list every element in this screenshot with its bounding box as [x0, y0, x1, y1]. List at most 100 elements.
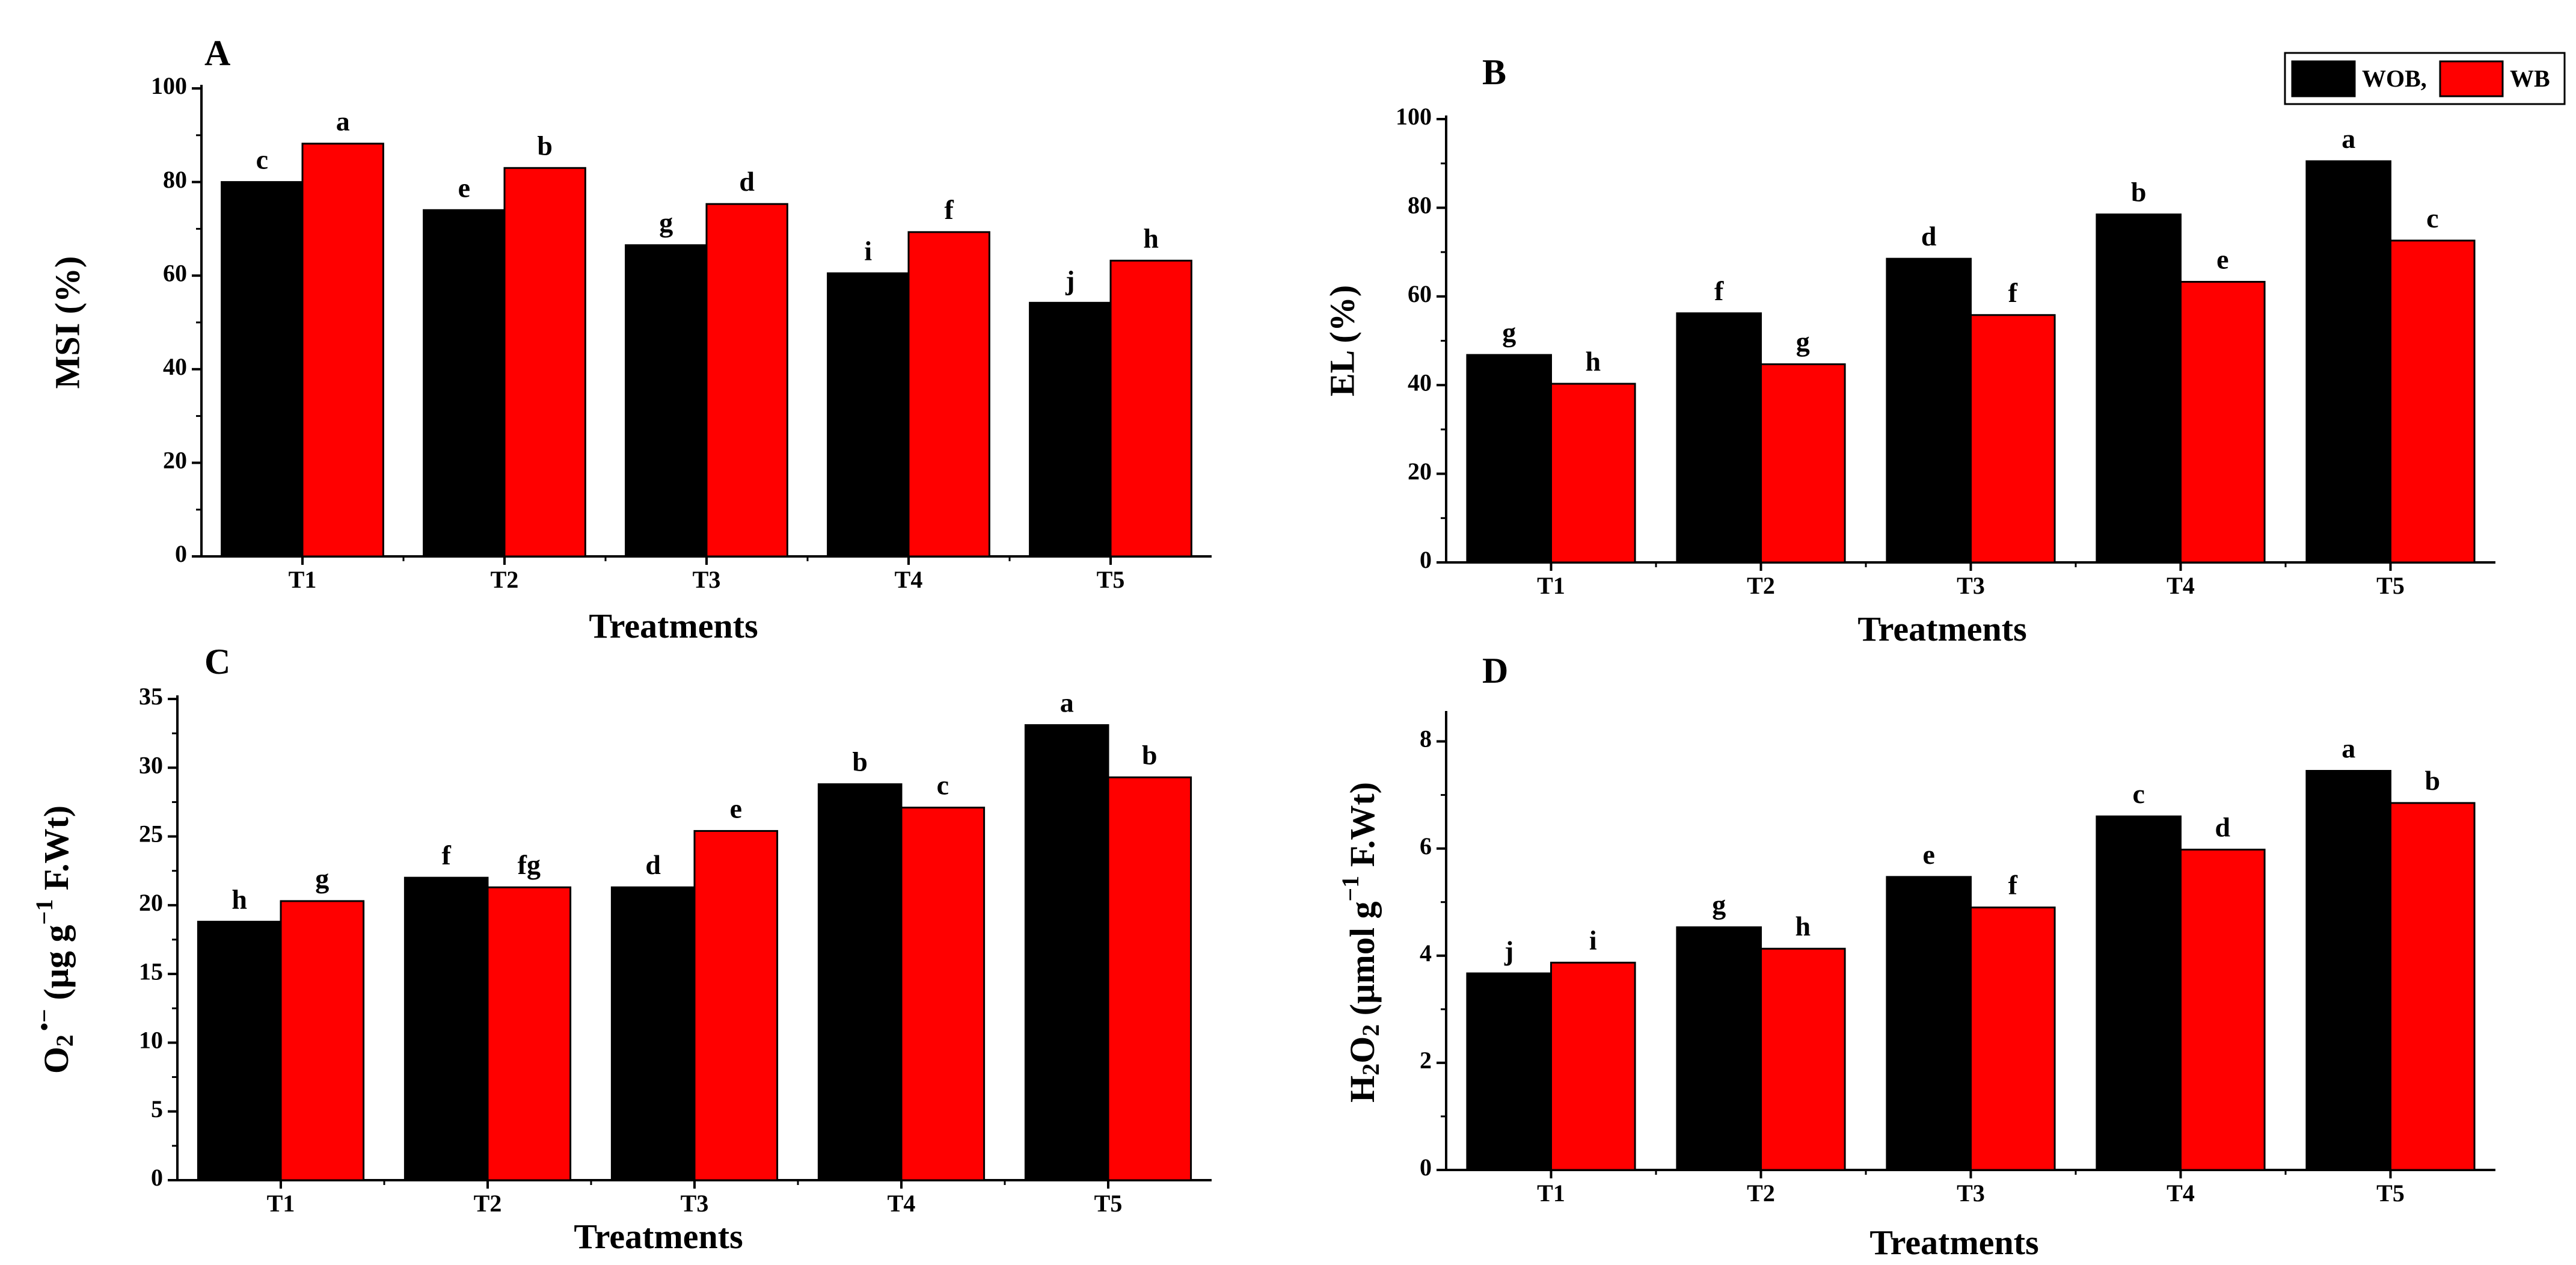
y-tick-label: 40 [163, 353, 187, 380]
bar-wob-t1 [1466, 972, 1552, 1171]
x-tick-label-t5: T5 [2376, 572, 2405, 599]
significance-label: c [2132, 778, 2144, 809]
bar-wb-t1 [1550, 383, 1636, 564]
significance-label: b [1142, 739, 1158, 770]
y-tick-label: 0 [1420, 546, 1432, 573]
bar-wob-t3 [610, 886, 696, 1181]
bar-wob-t3 [1886, 257, 1972, 564]
x-tick-label-t2: T2 [1747, 572, 1775, 599]
bar-wb-t3 [1970, 906, 2056, 1171]
y-tick-label: 8 [1420, 725, 1432, 753]
panel-A: 0 20 40 60 80 100 T1 c a T2 e b T3 g d T4 i f T5 j h A Treatme… [48, 33, 1212, 645]
x-tick-label-t3: T3 [681, 1190, 709, 1217]
significance-label: g [315, 863, 329, 894]
significance-label: c [256, 144, 268, 175]
significance-label: d [2215, 811, 2231, 842]
x-tick-label-t5: T5 [2376, 1180, 2405, 1207]
bar-wob-t5 [1024, 724, 1109, 1181]
y-axis-title: EL (%) [1322, 285, 1361, 396]
significance-label: e [1922, 839, 1934, 870]
bar-wb-t5 [1109, 259, 1192, 558]
legend-swatch-wb [2439, 60, 2504, 97]
bar-wb-t3 [693, 829, 779, 1181]
x-axis-title: Treatments [574, 1217, 743, 1256]
x-tick-label-t4: T4 [2167, 1180, 2195, 1207]
significance-label: j [1504, 935, 1513, 966]
y-axis-title: H2O2 (µmol g−1 F.Wt) [1337, 782, 1384, 1103]
x-tick-label-t4: T4 [895, 566, 923, 593]
significance-label: d [645, 849, 661, 880]
significance-label: b [537, 130, 553, 161]
y-tick-label: 40 [1408, 369, 1432, 396]
bar-wb-t4 [2180, 280, 2266, 564]
significance-label: e [2216, 244, 2228, 274]
y-tick-label: 20 [1408, 458, 1432, 485]
bar-wob-t5 [2305, 160, 2391, 564]
x-tick-label-t1: T1 [1537, 572, 1565, 599]
significance-label: f [2008, 277, 2018, 308]
bar-wb-t1 [301, 143, 384, 558]
significance-label: f [1714, 275, 1724, 306]
significance-label: g [1712, 890, 1726, 920]
bar-wob-t4 [2096, 213, 2182, 564]
bar-wb-t2 [486, 886, 572, 1181]
significance-label: h [1586, 346, 1601, 377]
significance-label: b [2131, 176, 2147, 207]
y-tick-label: 4 [1420, 940, 1432, 967]
x-axis-title: Treatments [1857, 609, 2026, 648]
x-tick-label-t1: T1 [1537, 1180, 1565, 1207]
bar-wob-t4 [2096, 815, 2182, 1171]
x-tick-label-t5: T5 [1094, 1190, 1123, 1217]
bar-wob-t5 [1029, 301, 1112, 558]
x-tick-label-t3: T3 [1957, 572, 1985, 599]
legend-swatch-wob [2291, 60, 2356, 97]
significance-label: g [659, 208, 673, 238]
legend: WOB, WB [2284, 52, 2566, 105]
x-tick-label-t2: T2 [1747, 1180, 1775, 1207]
significance-label: i [864, 235, 872, 266]
bar-wb-t1 [1550, 961, 1636, 1171]
significance-label: c [2426, 203, 2438, 233]
y-tick-label: 6 [1420, 833, 1432, 860]
x-tick-label-t2: T2 [474, 1190, 502, 1217]
legend-label-wob: WOB, [2362, 65, 2427, 92]
bar-wb-t2 [503, 167, 586, 558]
bar-wob-t2 [403, 876, 489, 1181]
significance-label: fg [518, 849, 541, 880]
bar-wob-t4 [817, 783, 903, 1181]
panel-B: 0 20 40 60 80 100 T1 g h T2 f g T3 d f T4 b e T5 a c B Treatme… [1322, 52, 2495, 648]
significance-label: d [1921, 221, 1937, 251]
bar-wb-t4 [2180, 848, 2266, 1171]
bar-wb-t4 [900, 807, 986, 1181]
y-axis-title: MSI (%) [48, 256, 87, 389]
significance-label: g [1502, 317, 1516, 348]
significance-label: f [945, 194, 954, 225]
bar-wob-t2 [423, 209, 506, 558]
y-tick-label: 60 [163, 259, 187, 286]
bar-wb-t1 [280, 900, 365, 1181]
significance-label: d [739, 166, 755, 197]
panel-label-d: D [1482, 651, 1508, 691]
bar-wb-t3 [1970, 314, 2056, 564]
panel-D: 0 2 4 6 8 T1 j i T2 g h T3 e f T4 c d T5 a b D Treatments H2O2… [1337, 651, 2495, 1262]
bar-wb-t5 [2390, 239, 2476, 564]
y-tick-label: 5 [151, 1095, 163, 1122]
bar-wob-t3 [625, 244, 708, 558]
y-tick-label: 20 [163, 447, 187, 474]
y-tick-label: 25 [139, 820, 163, 848]
bar-wb-t3 [705, 203, 788, 558]
y-axis-title: O2•− (µg g−1 F.Wt) [31, 805, 78, 1074]
significance-label: a [336, 106, 350, 137]
legend-label-wb: WB [2510, 65, 2550, 92]
significance-label: h [232, 884, 247, 914]
y-tick-label: 0 [151, 1164, 163, 1191]
significance-label: a [2341, 733, 2355, 764]
y-tick-label: 100 [151, 72, 187, 99]
y-tick-label: 60 [1408, 280, 1432, 307]
bar-wb-t2 [1760, 363, 1846, 564]
y-tick-label: 2 [1420, 1047, 1432, 1074]
significance-label: f [442, 840, 452, 870]
bar-wob-t5 [2305, 770, 2391, 1171]
bar-wb-t2 [1760, 947, 1846, 1171]
